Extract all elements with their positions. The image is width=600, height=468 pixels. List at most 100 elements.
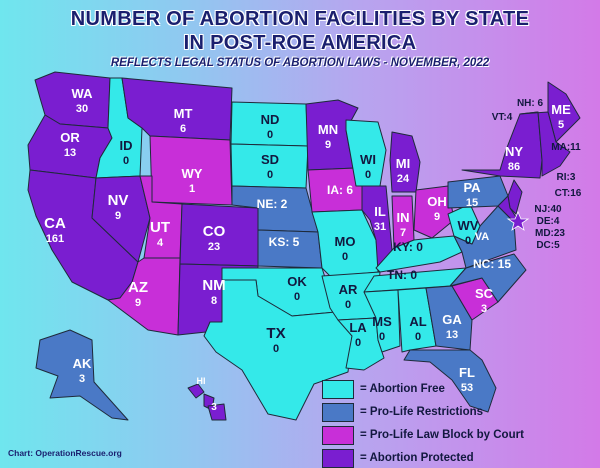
callout-va: VA [475,231,490,243]
legend-label-restrictions: = Pro-Life Restrictions [360,406,484,418]
state-name-ar: AR [339,282,358,297]
state-label-ks: KS: 5 [269,235,300,249]
state-name-co: CO [203,223,226,240]
state-name-nm: NM [202,277,225,294]
state-count-tx: 0 [273,343,279,355]
state-name-ak: AK [73,356,92,371]
state-name-ca: CA [44,215,66,232]
state-count-wv: 0 [465,235,471,247]
state-name-pa: PA [463,180,481,195]
state-count-ak: 3 [79,373,85,385]
callout-vt: VT:4 [492,112,513,123]
state-shape-hi3 [207,403,227,421]
state-name-nd: ND [261,112,280,127]
callout-ri: RI:3 [557,172,576,183]
state-label-ky: KY: 0 [393,240,423,254]
legend-item-free: = Abortion Free [322,380,562,399]
legend-swatch-protected [322,449,354,468]
state-name-ms: MS [372,314,392,329]
state-count-or: 13 [64,147,76,159]
state-count-ga: 13 [446,329,458,341]
state-count-la: 0 [355,337,361,349]
state-count-nv: 9 [115,210,121,222]
state-count-ok: 0 [294,291,300,303]
state-name-la: LA [349,320,367,335]
callout-dc: DC:5 [536,240,560,251]
state-shape-tx [203,279,353,421]
state-count-ms: 0 [379,331,385,343]
state-name-or: OR [60,130,80,145]
state-count-ut: 4 [157,237,164,249]
state-count-fl: 53 [461,382,473,394]
state-name-mt: MT [174,106,193,121]
state-count-az: 9 [135,297,141,309]
callout-nj: NJ:40 [534,204,562,215]
state-label-nc: NC: 15 [473,257,511,271]
state-shape-il [361,185,393,273]
state-name-il: IL [374,204,386,219]
state-count-ca: 161 [46,233,64,245]
legend-item-restrictions: = Pro-Life Restrictions [322,403,562,422]
state-name-az: AZ [128,279,148,296]
state-count-mo: 0 [342,251,348,263]
state-name-id: ID [120,138,133,153]
state-name-ut: UT [150,219,170,236]
state-count-nd: 0 [267,129,273,141]
legend-swatch-restrictions [322,403,354,422]
state-name-in: IN [397,210,410,225]
state-name-ok: OK [287,274,307,289]
legend-swatch-blocked [322,426,354,445]
title-line-2: IN POST-ROE AMERICA [183,32,417,54]
state-count-pa: 15 [466,197,478,209]
state-name-mn: MN [318,122,338,137]
chart-credit: Chart: OperationRescue.org [8,448,122,458]
legend-swatch-free [322,380,354,399]
callout-ct: CT:16 [555,188,582,199]
state-count-id: 0 [123,155,129,167]
state-count-ny: 86 [508,161,520,173]
subtitle: REFLECTS LEGAL STATUS OF ABORTION LAWS -… [110,57,490,69]
state-name-nv: NV [108,192,129,209]
state-label-ia: IA: 6 [327,183,353,197]
state-name-mi: MI [396,156,410,171]
state-count-wa: 30 [76,103,88,115]
callout-ma: MA:11 [551,142,581,153]
state-count-me: 5 [558,119,564,131]
state-shape-ne_region [519,111,571,177]
state-count-ar: 0 [345,299,351,311]
state-shape-me [547,81,581,143]
legend-item-blocked: = Pro-Life Law Block by Court [322,426,562,445]
state-count-in: 7 [400,227,406,239]
state-shape-oh [413,185,455,239]
state-name-oh: OH [427,194,447,209]
legend-label-blocked: = Pro-Life Law Block by Court [360,429,524,441]
state-count-mn: 9 [325,139,331,151]
state-count-hi: 3 [211,402,217,413]
state-shape-ak [35,329,129,421]
state-name-ga: GA [442,312,462,327]
state-count-wy: 1 [189,183,195,195]
state-count-il: 31 [374,221,386,233]
state-name-al: AL [409,314,426,329]
legend-item-protected: = Abortion Protected [322,449,562,468]
state-count-sc: 3 [481,303,487,315]
callout-de: DE:4 [537,216,560,227]
state-count-nm: 8 [211,295,217,307]
state-count-al: 0 [415,331,421,343]
state-shape-fl [403,349,497,413]
state-name-mo: MO [335,234,356,249]
title-line-1: NUMBER OF ABORTION FACILITIES BY STATE [70,8,530,30]
state-shape-al [397,287,437,353]
state-name-tx: TX [266,325,285,342]
legend-label-protected: = Abortion Protected [360,452,474,464]
state-name-me: ME [551,102,571,117]
legend-label-free: = Abortion Free [360,383,445,395]
state-shape-ga [425,285,473,351]
state-name-hi: HI [197,376,206,386]
callout-nh: NH: 6 [517,98,544,109]
state-count-wi: 0 [365,169,371,181]
state-name-wv: WV [458,218,479,233]
state-count-co: 23 [208,241,220,253]
